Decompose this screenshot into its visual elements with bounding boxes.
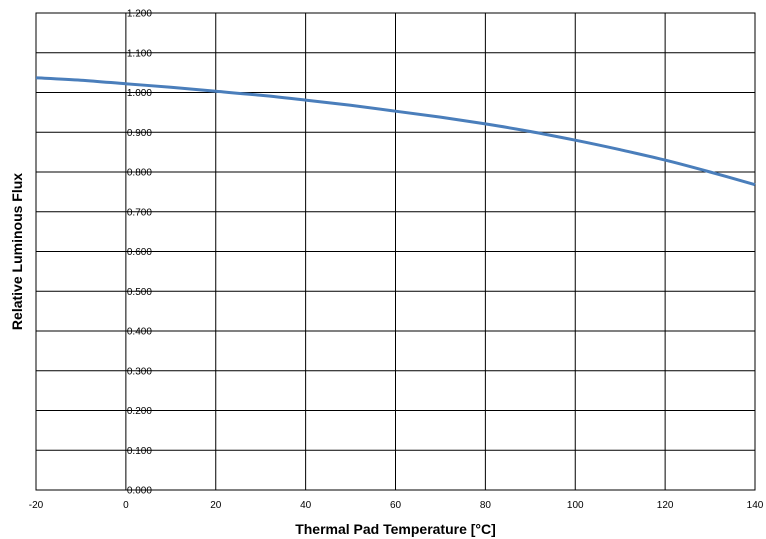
x-tick-label: 80 <box>480 500 492 511</box>
y-tick-label: 0.500 <box>127 287 152 298</box>
x-tick-label: 120 <box>657 500 674 511</box>
y-axis-title: Relative Luminous Flux <box>9 173 25 330</box>
y-tick-label: 0.800 <box>127 168 152 179</box>
x-tick-label: -20 <box>29 500 44 511</box>
y-tick-label: 1.200 <box>127 9 152 20</box>
x-tick-label: 40 <box>300 500 312 511</box>
x-tick-label: 100 <box>567 500 584 511</box>
y-tick-label: 0.200 <box>127 406 152 417</box>
y-tick-label: 0.600 <box>127 247 152 258</box>
x-axis-ticks: -20 0 20 40 60 80 100 120 140 <box>29 500 764 511</box>
x-tick-label: 20 <box>210 500 222 511</box>
y-axis-ticks: 0.000 0.100 0.200 0.300 0.400 0.500 0.600 0.700… <box>127 9 152 497</box>
y-tick-label: 0.900 <box>127 128 152 139</box>
x-tick-label: 140 <box>747 500 764 511</box>
y-tick-label: 0.000 <box>127 486 152 497</box>
y-tick-label: 0.700 <box>127 207 152 218</box>
y-tick-label: 0.400 <box>127 327 152 338</box>
y-tick-label: 0.300 <box>127 366 152 377</box>
x-axis-title: Thermal Pad Temperature [°C] <box>295 521 496 537</box>
x-tick-label: 60 <box>390 500 402 511</box>
y-tick-label: 0.100 <box>127 446 152 457</box>
y-tick-label: 1.000 <box>127 88 152 99</box>
y-tick-label: 1.100 <box>127 48 152 59</box>
x-tick-label: 0 <box>123 500 129 511</box>
